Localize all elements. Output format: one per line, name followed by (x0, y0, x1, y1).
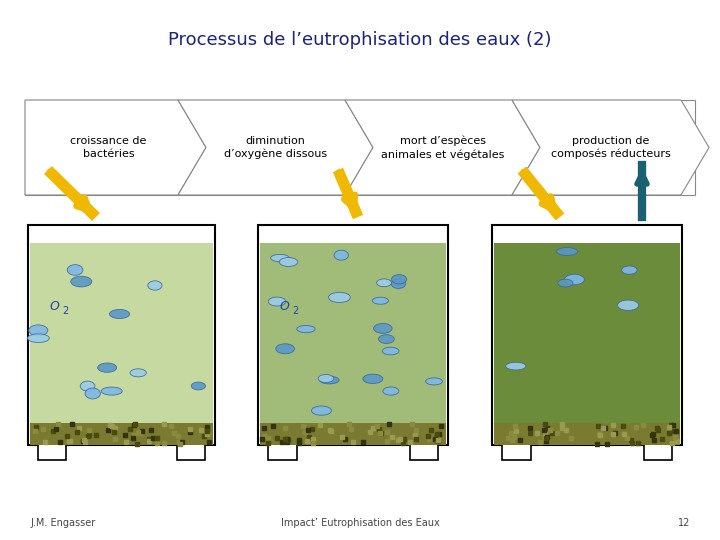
Ellipse shape (71, 276, 91, 287)
Text: 2: 2 (292, 306, 298, 316)
Ellipse shape (392, 275, 407, 284)
Ellipse shape (558, 279, 573, 287)
Text: O: O (50, 300, 60, 313)
Ellipse shape (279, 258, 298, 266)
Text: J.M. Engasser: J.M. Engasser (30, 518, 95, 528)
Text: O: O (280, 300, 290, 313)
Ellipse shape (276, 344, 294, 354)
Ellipse shape (426, 378, 443, 385)
Text: 12: 12 (678, 518, 690, 528)
Bar (494, 423, 680, 445)
Text: mort d’espèces
animales et végétales: mort d’espèces animales et végétales (381, 136, 504, 160)
Ellipse shape (564, 274, 585, 285)
Bar (30, 243, 213, 423)
Text: 2: 2 (62, 306, 68, 316)
Ellipse shape (318, 374, 333, 382)
Bar (177, 442, 205, 460)
Ellipse shape (379, 335, 395, 343)
Polygon shape (25, 100, 206, 195)
Ellipse shape (271, 254, 289, 262)
Bar (410, 442, 438, 460)
Bar (644, 442, 672, 460)
Bar (260, 243, 446, 423)
Ellipse shape (130, 369, 146, 377)
Bar (268, 442, 297, 460)
Bar (494, 243, 680, 423)
Ellipse shape (85, 388, 100, 399)
Ellipse shape (29, 325, 48, 336)
Text: Processus de l’eutrophisation des eaux (2): Processus de l’eutrophisation des eaux (… (168, 31, 552, 49)
Polygon shape (512, 100, 709, 195)
Text: croissance de
bactéries: croissance de bactéries (71, 136, 147, 159)
Text: diminution
d’oxygène dissous: diminution d’oxygène dissous (224, 136, 327, 159)
Ellipse shape (297, 326, 315, 333)
Polygon shape (178, 100, 373, 195)
Ellipse shape (67, 265, 83, 275)
Ellipse shape (557, 247, 577, 255)
Ellipse shape (80, 381, 95, 391)
Ellipse shape (328, 292, 351, 302)
Bar (258, 225, 448, 445)
Bar (492, 225, 682, 445)
Ellipse shape (98, 363, 117, 372)
Ellipse shape (102, 387, 122, 395)
Ellipse shape (621, 266, 637, 274)
Bar (30, 423, 213, 445)
Ellipse shape (374, 323, 392, 333)
Ellipse shape (383, 387, 399, 395)
Ellipse shape (320, 376, 339, 384)
Ellipse shape (391, 279, 405, 288)
Ellipse shape (377, 279, 392, 287)
Ellipse shape (372, 297, 388, 304)
Bar (28, 225, 215, 445)
Text: production de
composés réducteurs: production de composés réducteurs (551, 136, 670, 159)
Ellipse shape (109, 309, 130, 319)
Text: Impact’ Eutrophisation des Eaux: Impact’ Eutrophisation des Eaux (281, 518, 439, 528)
Bar (502, 442, 531, 460)
Ellipse shape (269, 297, 286, 306)
Bar (260, 423, 446, 445)
Ellipse shape (618, 300, 639, 310)
Ellipse shape (27, 334, 49, 342)
Polygon shape (345, 100, 540, 195)
Ellipse shape (363, 374, 383, 383)
Bar (25, 100, 695, 195)
Ellipse shape (382, 347, 399, 355)
Ellipse shape (505, 362, 526, 370)
Ellipse shape (192, 382, 205, 390)
Ellipse shape (312, 406, 331, 415)
Ellipse shape (148, 281, 162, 290)
Bar (38, 442, 66, 460)
Ellipse shape (334, 250, 348, 260)
